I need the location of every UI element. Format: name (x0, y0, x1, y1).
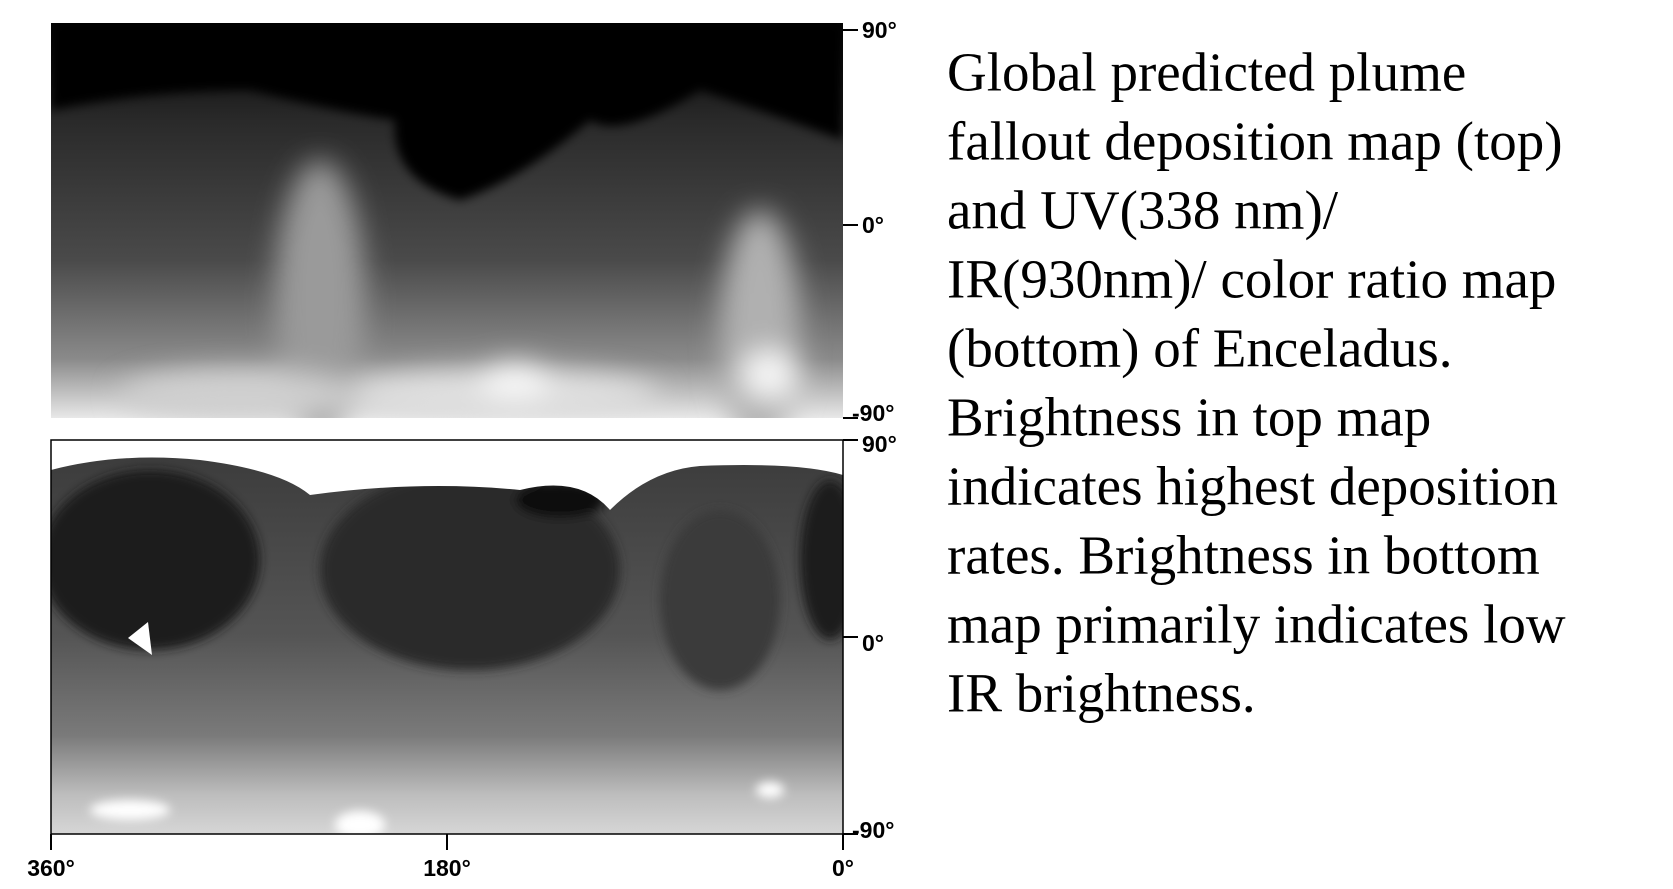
caption-line: fallout deposition map (top) (947, 111, 1563, 172)
top-map (51, 23, 843, 418)
caption-line: Global predicted plume (947, 42, 1466, 103)
caption-line: map primarily indicates low (947, 594, 1566, 655)
lon-tick-label: 360° (27, 855, 75, 881)
caption-line: rates. Brightness in bottom (947, 525, 1540, 586)
lat-tick-label: -90° (852, 817, 894, 843)
caption: Global predicted plume fallout deposition… (947, 42, 1566, 724)
lon-tick-label: 0° (832, 855, 854, 881)
lat-tick-label: 0° (862, 630, 884, 656)
caption-line: IR(930nm)/ color ratio map (947, 249, 1556, 310)
lat-tick-label: 90° (862, 17, 897, 43)
lon-tick-label: 180° (423, 855, 471, 881)
lat-tick-label: 0° (862, 212, 884, 238)
caption-line: Brightness in top map (947, 387, 1431, 448)
bottom-map (51, 440, 843, 834)
caption-line: (bottom) of Enceladus. (947, 318, 1453, 379)
caption-line: IR brightness. (947, 663, 1256, 724)
lat-tick-label: -90° (852, 400, 894, 426)
lat-tick-label: 90° (862, 431, 897, 457)
caption-line: indicates highest deposition (947, 456, 1558, 517)
caption-line: and UV(338 nm)/ (947, 180, 1339, 241)
axis-ticks (50, 29, 858, 850)
